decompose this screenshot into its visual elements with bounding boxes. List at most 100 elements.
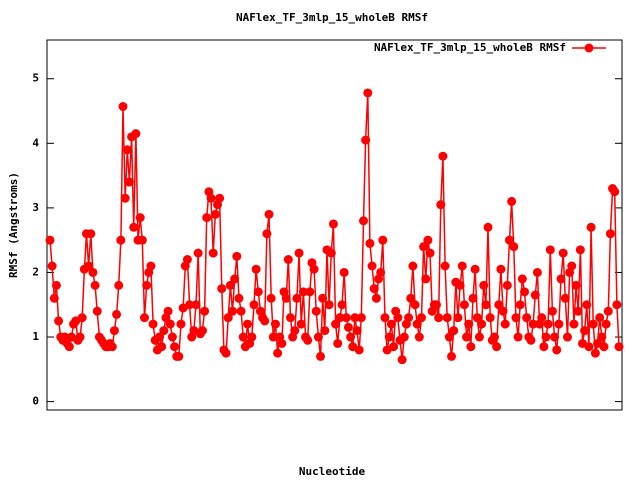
y-tick-label: 3 [32,201,39,214]
data-point [573,306,583,316]
data-point [86,229,96,239]
data-point [586,222,596,232]
data-point [352,326,362,336]
data-point [520,287,530,297]
data-point [530,290,540,300]
data-point [290,326,300,336]
data-point [462,332,472,342]
data-point [285,313,295,323]
data-point [159,326,169,336]
data-point [389,342,399,352]
data-point [612,300,622,310]
data-point [346,332,356,342]
data-point [122,145,132,155]
data-point [331,319,341,329]
data-point [326,248,336,258]
plot-border [46,39,623,411]
data-point [376,267,386,277]
data-point [502,280,512,290]
data-point [584,342,594,352]
data-point [118,102,128,112]
data-point [328,219,338,229]
data-point [468,293,478,303]
data-point [605,229,615,239]
data-point [155,332,165,342]
data-point [474,332,484,342]
data-point [206,193,216,203]
data-point [365,238,375,248]
data-point [614,342,624,352]
data-point [440,261,450,271]
data-point [436,200,446,210]
data-point [298,287,308,297]
data-point [367,261,377,271]
data-point [414,332,424,342]
data-point [354,345,364,355]
data-point [481,300,491,310]
data-point [350,313,360,323]
data-point [507,196,517,206]
data-point [107,342,117,352]
data-point [217,284,227,294]
data-point [45,235,55,245]
data-point [466,342,476,352]
data-point [588,319,598,329]
data-point [64,342,74,352]
data-point [513,332,523,342]
data-point [337,300,347,310]
data-point [539,342,549,352]
data-point [210,209,220,219]
data-point [399,332,409,342]
data-point [129,222,139,232]
data-point [541,332,551,342]
data-point [316,351,326,361]
data-point [303,335,313,345]
data-point [595,313,605,323]
data-point [228,306,238,316]
data-point [483,222,493,232]
data-point [580,326,590,336]
data-point [163,306,173,316]
data-point [410,300,420,310]
data-point [472,313,482,323]
data-point [311,306,321,316]
data-point [526,335,536,345]
data-point [571,280,581,290]
data-point [92,306,102,316]
data-point [434,313,444,323]
data-point [603,306,613,316]
data-point [554,319,564,329]
data-point [517,274,527,284]
data-point [361,135,371,145]
data-point [264,209,274,219]
data-point [444,332,454,342]
data-point [569,319,579,329]
data-point [225,280,235,290]
x-axis-label: Nucleotide [299,465,366,478]
data-point [560,293,570,303]
data-point [597,332,607,342]
data-point [253,287,263,297]
data-point [610,187,620,197]
data-point [470,264,480,274]
data-point [358,216,368,226]
data-point [77,313,87,323]
data-point [363,88,373,98]
data-point [459,300,469,310]
data-point [567,261,577,271]
data-point [528,319,538,329]
y-tick-label: 2 [32,265,39,278]
data-point [75,332,85,342]
data-point [243,319,253,329]
data-point [543,319,553,329]
data-point [202,213,212,223]
data-point [356,313,366,323]
data-point [447,351,457,361]
data-point [599,342,609,352]
data-point [251,264,261,274]
data-point [464,319,474,329]
data-point [324,300,334,310]
data-point [296,319,306,329]
data-point [537,313,547,323]
